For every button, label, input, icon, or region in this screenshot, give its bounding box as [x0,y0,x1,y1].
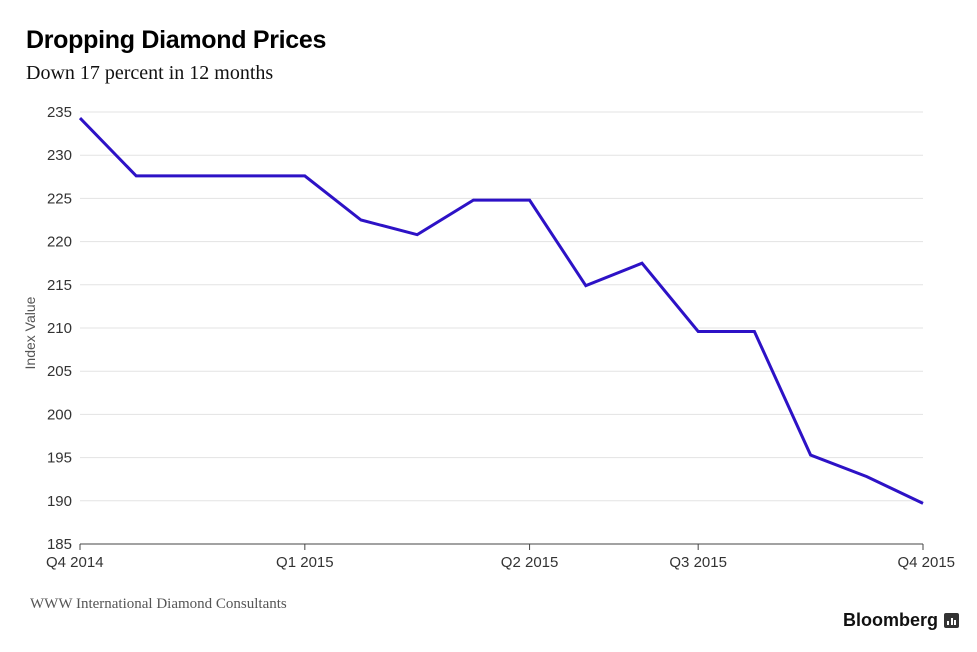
y-axis-ticks: 235 230 225 220 215 210 205 200 195 190 185 [47,104,72,553]
y-tick-label: 215 [47,277,72,294]
series-line [78,117,924,505]
y-tick-label: 205 [47,363,72,380]
y-axis-label: Index Value [22,296,38,369]
chart-subtitle: Down 17 percent in 12 months [26,62,274,84]
gridlines [80,111,923,502]
y-tick-label: 185 [47,536,72,553]
y-tick-label: 195 [47,450,72,467]
x-tick-label: Q3 2015 [669,554,727,571]
y-tick-label: 210 [47,320,72,337]
x-axis: Q4 2014 Q1 2015 Q2 2015 Q3 2015 Q4 2015 [46,543,955,571]
x-tick-label: Q2 2015 [501,554,559,571]
x-tick-label: Q4 2015 [897,554,955,571]
y-tick-label: 220 [47,234,72,251]
x-tick-label: Q1 2015 [276,554,334,571]
y-tick-label: 230 [47,147,72,164]
bar-chart-icon [944,613,959,628]
source-note: WWW International Diamond Consultants [30,596,287,612]
x-tick-label: Q4 2014 [46,554,104,571]
y-tick-label: 235 [47,104,72,121]
y-tick-label: 190 [47,493,72,510]
y-tick-label: 200 [47,406,72,423]
chart-title: Dropping Diamond Prices [26,26,327,54]
y-tick-label: 225 [47,190,72,207]
brand-logo: Bloomberg [843,610,959,631]
brand-name: Bloomberg [842,610,938,630]
series-layer [78,117,924,505]
